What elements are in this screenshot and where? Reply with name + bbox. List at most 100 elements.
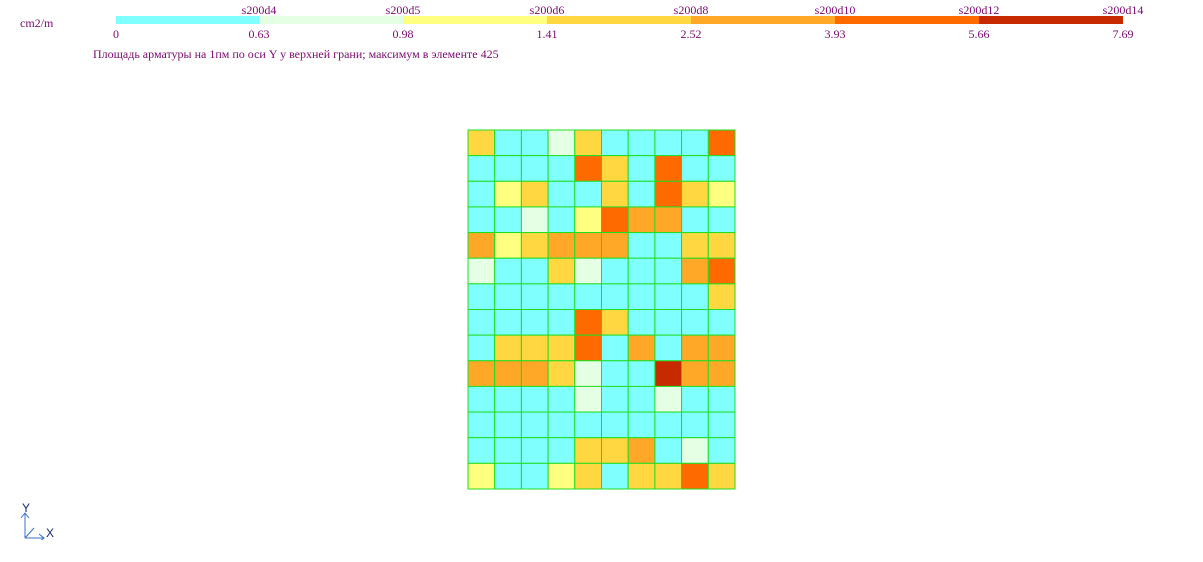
mesh-element — [627, 206, 656, 234]
mesh-element — [681, 257, 709, 285]
mesh-element — [627, 411, 656, 439]
reinforcement-label: s200d5 — [385, 3, 421, 17]
mesh-element — [654, 462, 683, 490]
legend-band-1 — [116, 16, 259, 24]
mesh-element — [547, 385, 576, 413]
legend-tick: 0.63 — [248, 27, 270, 41]
mesh-element — [574, 462, 602, 490]
mesh-element — [494, 385, 522, 413]
mesh-element — [707, 437, 736, 464]
mesh-element — [494, 155, 522, 182]
unit-label: cm2/m — [20, 16, 54, 30]
mesh-element — [467, 257, 496, 285]
mesh-element — [654, 232, 683, 259]
mesh-element — [547, 462, 576, 490]
legend-band-2 — [259, 16, 403, 24]
mesh-element — [574, 309, 602, 336]
mesh-element — [520, 437, 549, 464]
mesh-element — [707, 411, 736, 439]
legend-band-5 — [691, 16, 835, 24]
mesh-element — [681, 180, 709, 208]
mesh-element — [681, 309, 709, 336]
mesh-element — [547, 232, 576, 259]
mesh-element — [467, 309, 496, 336]
mesh-element — [520, 257, 549, 285]
mesh-element — [627, 309, 656, 336]
mesh-element — [494, 232, 522, 259]
legend-band-6 — [835, 16, 979, 24]
axes-arrows-icon — [20, 512, 45, 543]
mesh-element — [654, 129, 683, 157]
mesh-element — [467, 360, 496, 387]
mesh-element — [467, 437, 496, 464]
reinforcement-label: s200d8 — [673, 3, 709, 17]
mesh-element — [520, 283, 549, 311]
mesh-element — [627, 385, 656, 413]
mesh-element — [547, 283, 576, 311]
mesh-element — [467, 411, 496, 439]
mesh-element — [654, 334, 683, 362]
mesh-element — [520, 232, 549, 259]
mesh-element — [681, 334, 709, 362]
result-caption: Площадь арматуры на 1пм по оси Y у верхн… — [93, 47, 499, 61]
mesh-outline — [467, 129, 736, 490]
mesh-element — [494, 283, 522, 311]
mesh-element — [494, 206, 522, 234]
mesh-element — [627, 334, 656, 362]
mesh-element — [574, 334, 602, 362]
mesh-element — [574, 411, 602, 439]
y-axis-label: Y — [22, 501, 31, 515]
mesh-element — [681, 360, 709, 387]
legend-tick: 3.93 — [824, 27, 846, 41]
mesh-element — [520, 155, 549, 182]
mesh-element — [627, 462, 656, 490]
mesh-element — [654, 257, 683, 285]
mesh-element — [601, 283, 629, 311]
mesh-element — [601, 206, 629, 234]
mesh-element — [494, 411, 522, 439]
mesh-element — [494, 257, 522, 285]
mesh-element — [494, 129, 522, 157]
mesh-element — [520, 360, 549, 387]
legend-tick: 5.66 — [968, 27, 990, 41]
mesh-element — [681, 232, 709, 259]
mesh-element — [520, 206, 549, 234]
mesh-element — [681, 283, 709, 311]
legend-band-7 — [979, 16, 1123, 24]
mesh-element — [467, 232, 496, 259]
mesh-element — [654, 411, 683, 439]
mesh-element — [574, 257, 602, 285]
legend-tick: 2.52 — [680, 27, 702, 41]
mesh-element — [574, 129, 602, 157]
mesh-element — [654, 206, 683, 234]
mesh-element — [467, 334, 496, 362]
reinforcement-label: s200d14 — [1102, 3, 1144, 17]
mesh-element — [654, 385, 683, 413]
mesh-element — [601, 257, 629, 285]
mesh-element — [627, 257, 656, 285]
mesh-element — [707, 206, 736, 234]
mesh-element — [547, 129, 576, 157]
mesh-element — [520, 334, 549, 362]
mesh-element — [601, 232, 629, 259]
mesh-element — [601, 462, 629, 490]
mesh-element — [547, 411, 576, 439]
mesh-element — [707, 180, 736, 208]
mesh-element — [681, 206, 709, 234]
mesh-element — [547, 437, 576, 464]
mesh-element — [547, 309, 576, 336]
mesh-element — [681, 462, 709, 490]
mesh-element — [707, 360, 736, 387]
mesh-element — [494, 309, 522, 336]
mesh-element — [601, 309, 629, 336]
reinforcement-label: s200d4 — [241, 3, 277, 17]
mesh-element — [494, 437, 522, 464]
mesh-element — [707, 334, 736, 362]
mesh-element — [494, 360, 522, 387]
mesh-element — [574, 232, 602, 259]
mesh-element — [520, 462, 549, 490]
mesh-element — [520, 129, 549, 157]
mesh-element — [707, 129, 736, 157]
mesh-element — [574, 206, 602, 234]
